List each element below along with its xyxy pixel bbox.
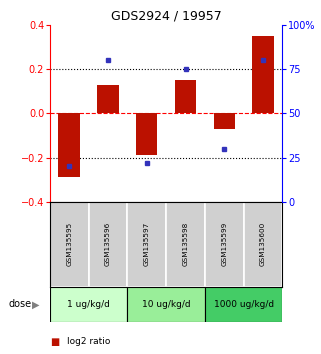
Bar [205, 287, 282, 322]
Text: 1 ug/kg/d: 1 ug/kg/d [67, 300, 110, 309]
Bar [166, 202, 205, 287]
Text: log2 ratio: log2 ratio [67, 337, 111, 346]
Text: 1000 ug/kg/d: 1000 ug/kg/d [214, 300, 274, 309]
Bar [97, 85, 118, 113]
Title: GDS2924 / 19957: GDS2924 / 19957 [111, 9, 221, 22]
Text: GSM135597: GSM135597 [144, 222, 150, 267]
Bar [127, 202, 166, 287]
Bar [214, 113, 235, 129]
Bar [58, 113, 80, 177]
Bar [50, 202, 89, 287]
Text: GSM135598: GSM135598 [183, 222, 188, 267]
Text: GSM135596: GSM135596 [105, 222, 111, 267]
Bar [252, 36, 274, 113]
Bar [127, 287, 205, 322]
Bar [175, 80, 196, 113]
Text: GSM135599: GSM135599 [221, 222, 227, 267]
Text: dose: dose [8, 299, 31, 309]
Bar [244, 202, 282, 287]
Bar [205, 202, 244, 287]
Text: GSM135600: GSM135600 [260, 222, 266, 267]
Text: GSM135595: GSM135595 [66, 222, 72, 267]
Text: ■: ■ [50, 337, 59, 347]
Bar [136, 113, 157, 155]
Bar [89, 202, 127, 287]
Bar [50, 287, 127, 322]
Text: 10 ug/kg/d: 10 ug/kg/d [142, 300, 190, 309]
Text: ▶: ▶ [32, 299, 39, 309]
